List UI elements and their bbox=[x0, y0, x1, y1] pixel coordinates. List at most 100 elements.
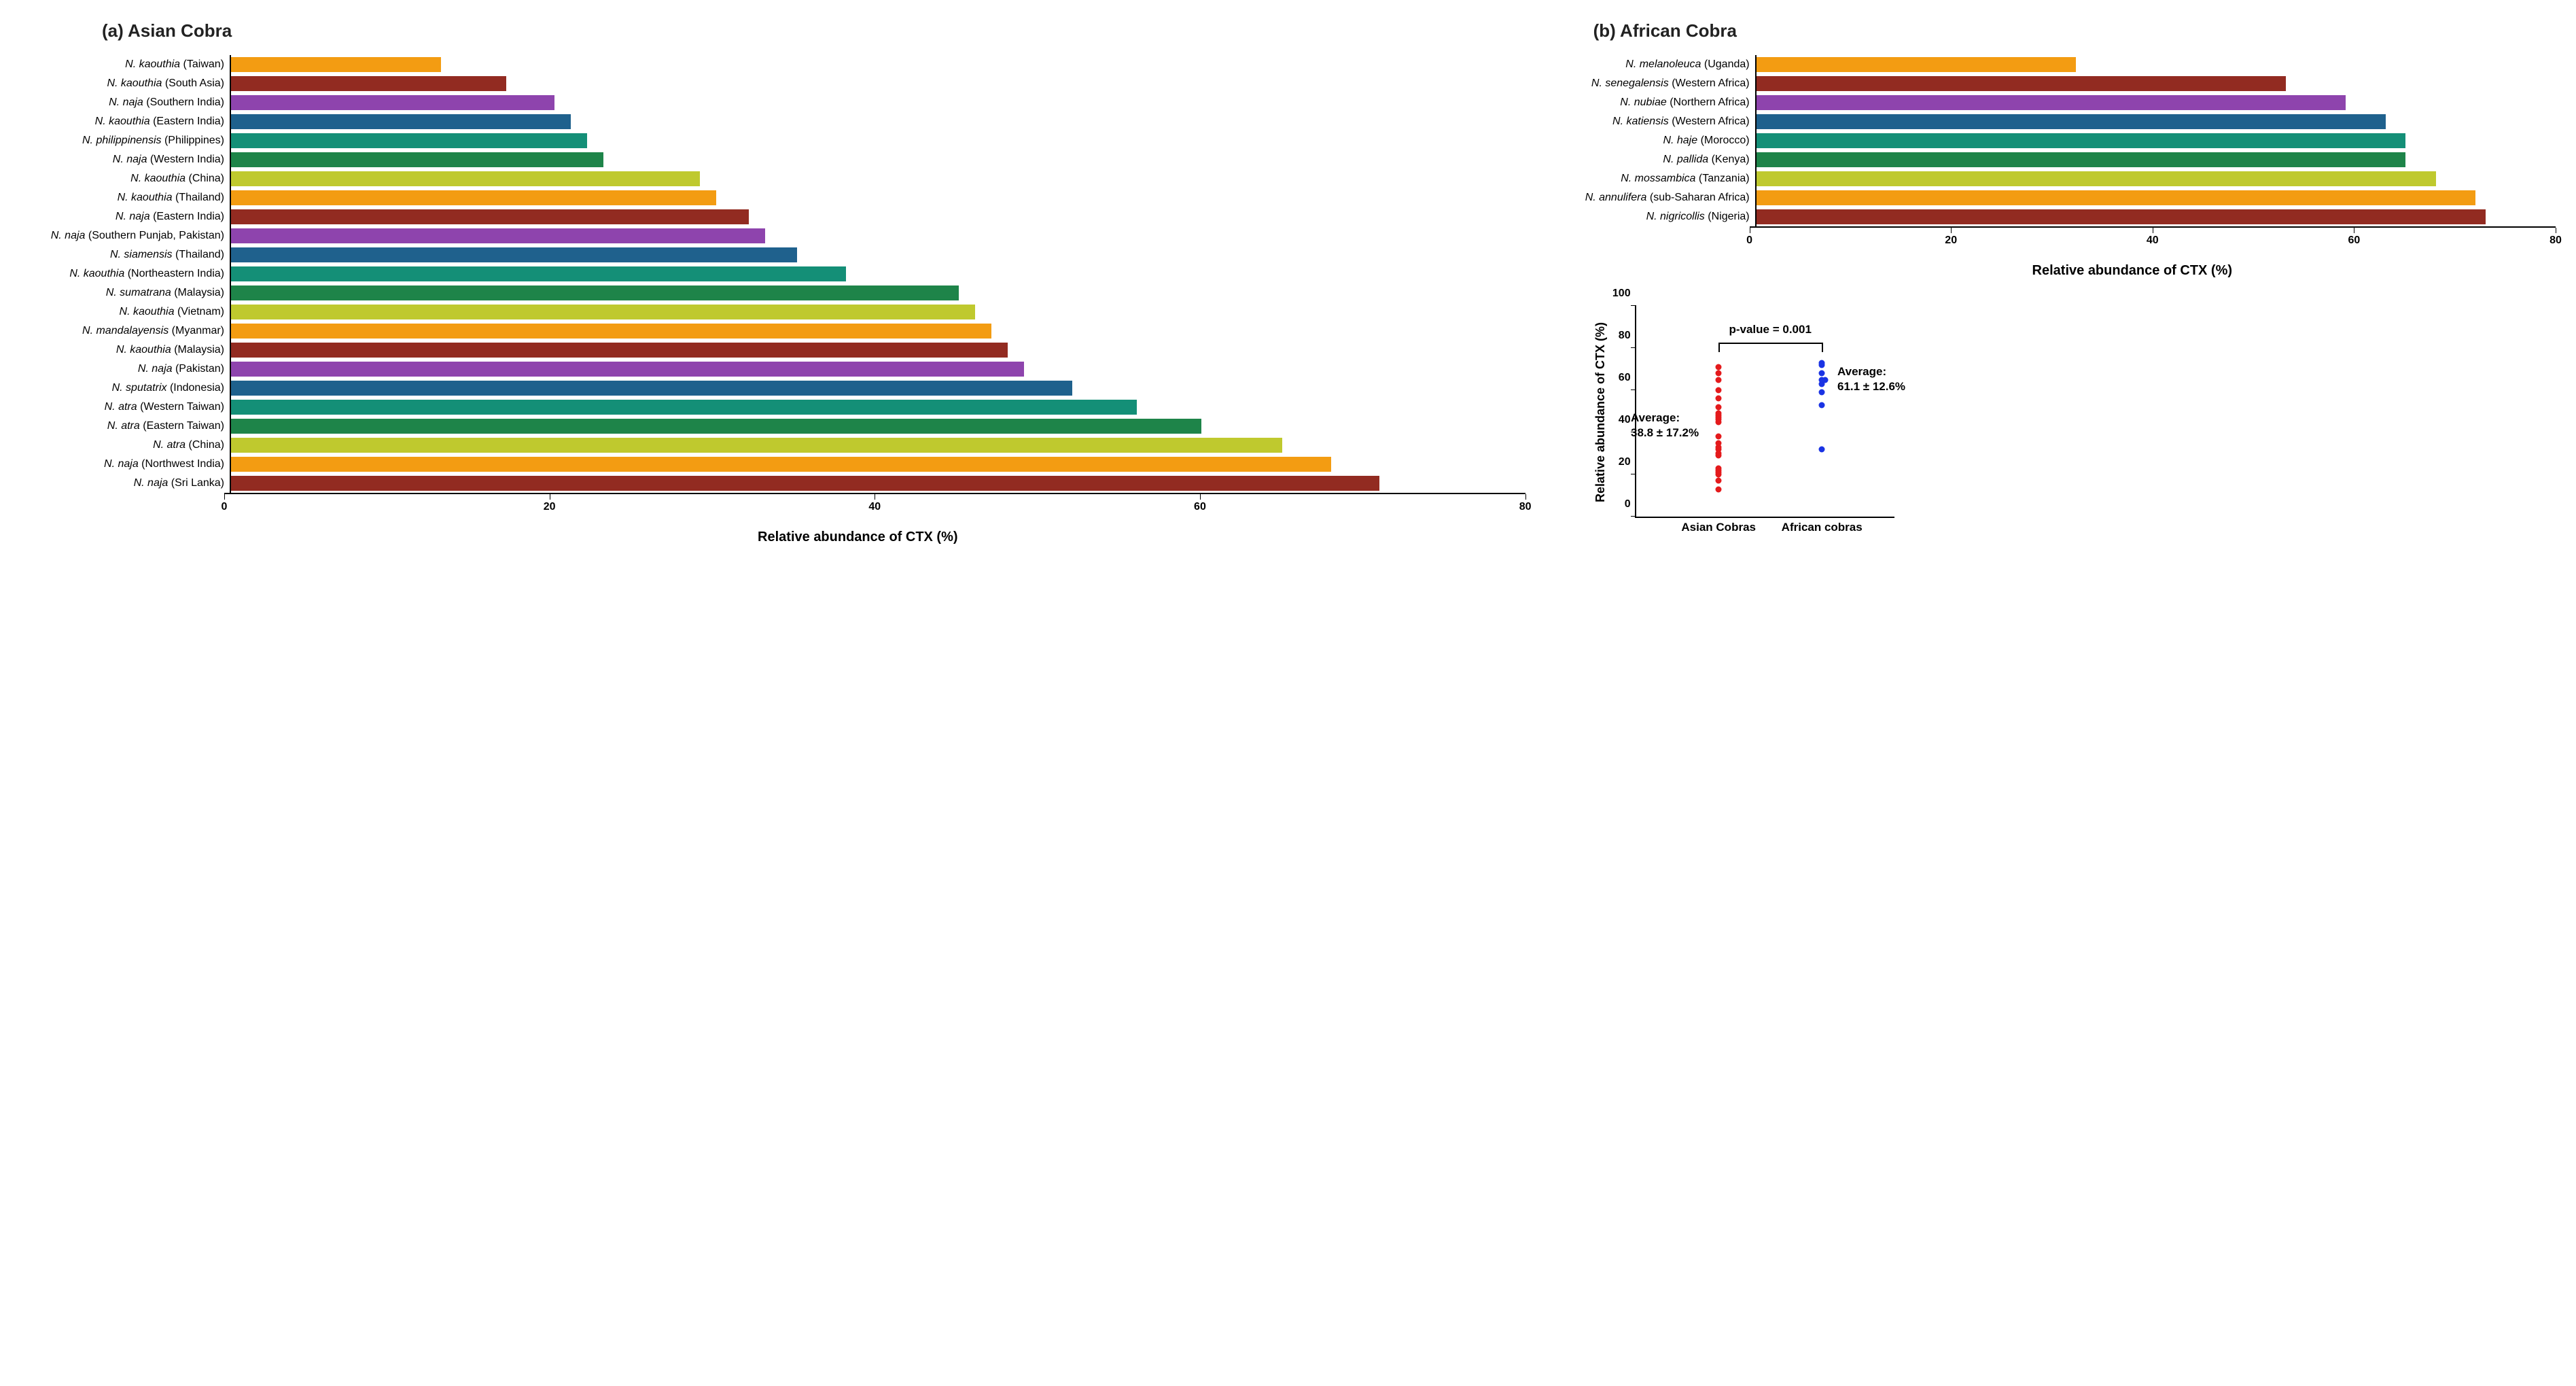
bar-track bbox=[1755, 74, 2556, 93]
bar-track bbox=[230, 112, 1525, 131]
panel-b-title: (b) African Cobra bbox=[1593, 20, 2556, 41]
bar-track bbox=[230, 436, 1525, 455]
bar-row: N. atra (Western Taiwan) bbox=[20, 398, 1525, 417]
scatter-point bbox=[1716, 364, 1722, 370]
ytick bbox=[1631, 347, 1636, 348]
bar-label: N. atra (Western Taiwan) bbox=[20, 401, 230, 413]
bar-row: N. melanoleuca (Uganda) bbox=[1553, 55, 2556, 74]
bar-row: N. kaouthia (Vietnam) bbox=[20, 302, 1525, 322]
bar-label: N. katiensis (Western Africa) bbox=[1553, 116, 1755, 128]
bar-label: N. sumatrana (Malaysia) bbox=[20, 287, 230, 299]
bar-label: N. naja (Northwest India) bbox=[20, 458, 230, 470]
bar bbox=[231, 152, 603, 167]
xtick-label: 0 bbox=[222, 501, 228, 513]
xtick-label: 20 bbox=[1945, 235, 1957, 247]
bar bbox=[1757, 114, 2386, 129]
xtick bbox=[1200, 494, 1201, 500]
scatter-point bbox=[1819, 402, 1825, 408]
bar bbox=[1757, 95, 2346, 110]
bar-label: N. nubiae (Northern Africa) bbox=[1553, 97, 1755, 109]
xtick-label: Asian Cobras bbox=[1681, 521, 1756, 534]
bar-track bbox=[1755, 169, 2556, 188]
bar-label: N. annulifera (sub-Saharan Africa) bbox=[1553, 192, 1755, 204]
bar bbox=[231, 228, 765, 243]
bar bbox=[231, 285, 959, 300]
xtick bbox=[1525, 494, 1526, 500]
bar-row: N. naja (Pakistan) bbox=[20, 360, 1525, 379]
bar-row: N. kaouthia (Northeastern India) bbox=[20, 264, 1525, 283]
bar bbox=[1757, 76, 2286, 91]
bar bbox=[231, 171, 700, 186]
bar-track bbox=[230, 150, 1525, 169]
ytick-label: 100 bbox=[1610, 288, 1631, 300]
bar bbox=[231, 400, 1137, 415]
xtick-label: 80 bbox=[2549, 235, 2562, 247]
bar-track bbox=[230, 360, 1525, 379]
bar bbox=[231, 266, 846, 281]
avg-asian-label: Average: 38.8 ± 17.2% bbox=[1631, 411, 1699, 440]
scatter-point bbox=[1716, 486, 1722, 492]
scatter-point bbox=[1716, 370, 1722, 377]
bar-row: N. kaouthia (Malaysia) bbox=[20, 341, 1525, 360]
bar-track bbox=[230, 417, 1525, 436]
bar-row: N. nubiae (Northern Africa) bbox=[1553, 93, 2556, 112]
bar-label: N. kaouthia (Taiwan) bbox=[20, 58, 230, 71]
bar-row: N. mossambica (Tanzania) bbox=[1553, 169, 2556, 188]
scatter-plot-area: 020406080100Asian CobrasAfrican cobrasp-… bbox=[1635, 306, 1894, 518]
bar-label: N. naja (Western India) bbox=[20, 154, 230, 166]
xtick-label: 0 bbox=[1746, 235, 1752, 247]
pvalue-bracket bbox=[1718, 343, 1822, 344]
bar-track bbox=[230, 169, 1525, 188]
panel-b-barchart: N. melanoleuca (Uganda)N. senegalensis (… bbox=[1553, 55, 2556, 226]
scatter-point bbox=[1716, 377, 1722, 383]
panel-a-xaxis-title: Relative abundance of CTX (%) bbox=[190, 530, 1525, 545]
panel-a: (a) Asian Cobra N. kaouthia (Taiwan)N. k… bbox=[20, 20, 1525, 545]
bar-row: N. naja (Southern India) bbox=[20, 93, 1525, 112]
bar-label: N. atra (China) bbox=[20, 439, 230, 451]
bar-track bbox=[230, 207, 1525, 226]
ytick bbox=[1631, 305, 1636, 306]
bar-label: N. kaouthia (Eastern India) bbox=[20, 116, 230, 128]
bar-label: N. mossambica (Tanzania) bbox=[1553, 173, 1755, 185]
bar bbox=[231, 76, 506, 91]
bar-track bbox=[230, 188, 1525, 207]
bar-label: N. naja (Pakistan) bbox=[20, 363, 230, 375]
bar bbox=[231, 247, 797, 262]
bar-track bbox=[230, 302, 1525, 322]
bar-row: N. naja (Northwest India) bbox=[20, 455, 1525, 474]
bar-row: N. kaouthia (South Asia) bbox=[20, 74, 1525, 93]
bar-track bbox=[1755, 207, 2556, 226]
bar bbox=[1757, 209, 2486, 224]
scatter-point bbox=[1716, 478, 1722, 484]
bar-label: N. siamensis (Thailand) bbox=[20, 249, 230, 261]
bar-row: N. haje (Morocco) bbox=[1553, 131, 2556, 150]
scatter-point bbox=[1716, 396, 1722, 402]
bar bbox=[231, 457, 1331, 472]
panel-a-barchart: N. kaouthia (Taiwan) N. kaouthia (South A… bbox=[20, 55, 1525, 493]
scatter-point bbox=[1716, 465, 1722, 471]
bar-row: N. sputatrix (Indonesia) bbox=[20, 379, 1525, 398]
bar-track bbox=[230, 283, 1525, 302]
xtick-label: 20 bbox=[544, 501, 556, 513]
scatter-point bbox=[1819, 389, 1825, 396]
figure-container: (a) Asian Cobra N. kaouthia (Taiwan)N. k… bbox=[20, 20, 2556, 545]
bar-row: N. kaouthia (China) bbox=[20, 169, 1525, 188]
bar-track bbox=[230, 341, 1525, 360]
bar-track bbox=[230, 93, 1525, 112]
bar-row: N. naja (Sri Lanka) bbox=[20, 474, 1525, 493]
bar bbox=[231, 419, 1201, 434]
bar-label: N. naja (Southern Punjab, Pakistan) bbox=[20, 230, 230, 242]
ytick-label: 80 bbox=[1610, 330, 1631, 342]
bar bbox=[231, 95, 554, 110]
bar-row: N. kaouthia (Thailand) bbox=[20, 188, 1525, 207]
pvalue-bracket-end bbox=[1718, 343, 1720, 352]
bar-label: N. naja (Eastern India) bbox=[20, 211, 230, 223]
bar-label: N. melanoleuca (Uganda) bbox=[1553, 58, 1755, 71]
xtick-label: 60 bbox=[2348, 235, 2360, 247]
bar bbox=[231, 381, 1072, 396]
bar bbox=[1757, 171, 2436, 186]
scatter-point bbox=[1716, 411, 1722, 417]
bar bbox=[231, 190, 716, 205]
bar bbox=[1757, 190, 2476, 205]
bar-label: N. kaouthia (Northeastern India) bbox=[20, 268, 230, 280]
